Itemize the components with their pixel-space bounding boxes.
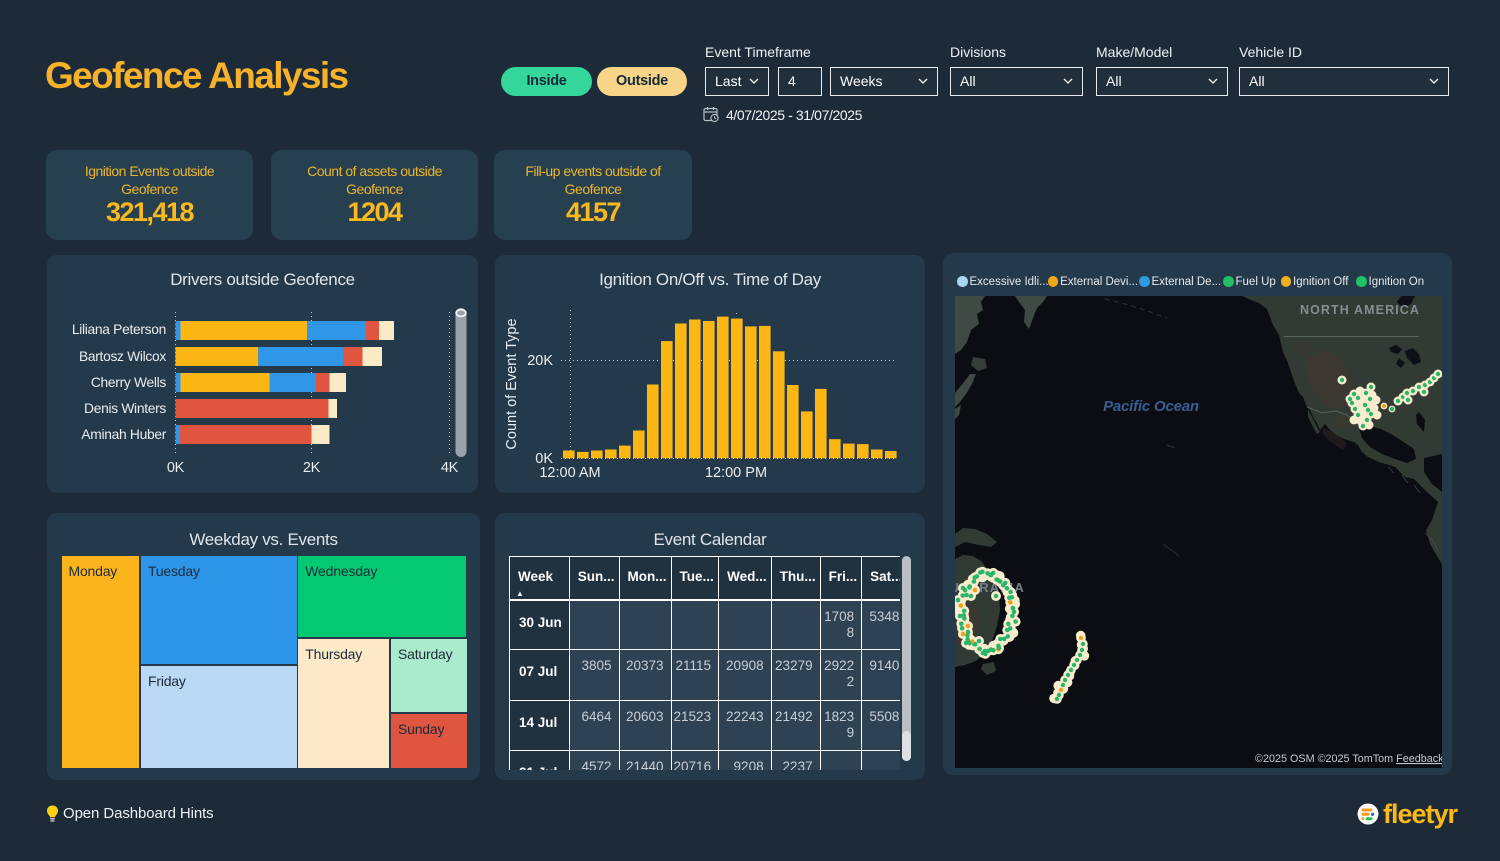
svg-text:4K: 4K	[441, 460, 459, 476]
svg-text:Pacific Ocean: Pacific Ocean	[1103, 398, 1199, 415]
svg-text:Count of Event Type: Count of Event Type	[504, 318, 520, 449]
svg-text:20K: 20K	[527, 353, 553, 369]
svg-text:12:00 PM: 12:00 PM	[705, 465, 767, 481]
svg-text:Bartosz Wilcox: Bartosz Wilcox	[79, 349, 166, 364]
svg-text:0K: 0K	[535, 451, 553, 467]
svg-text:12:00 AM: 12:00 AM	[539, 465, 600, 481]
svg-text:Aminah Huber: Aminah Huber	[81, 427, 166, 442]
svg-text:2K: 2K	[303, 460, 321, 476]
svg-text:0K: 0K	[167, 460, 185, 476]
svg-text:NORTH AMERICA: NORTH AMERICA	[1300, 303, 1420, 317]
svg-text:Cherry Wells: Cherry Wells	[91, 375, 167, 390]
svg-text:©2025 OSM ©2025 TomTom Feedb: ©2025 OSM ©2025 TomTom Feedback	[1255, 753, 1442, 765]
svg-text:Denis Winters: Denis Winters	[84, 401, 166, 416]
svg-text:Liliana Peterson: Liliana Peterson	[72, 322, 166, 337]
